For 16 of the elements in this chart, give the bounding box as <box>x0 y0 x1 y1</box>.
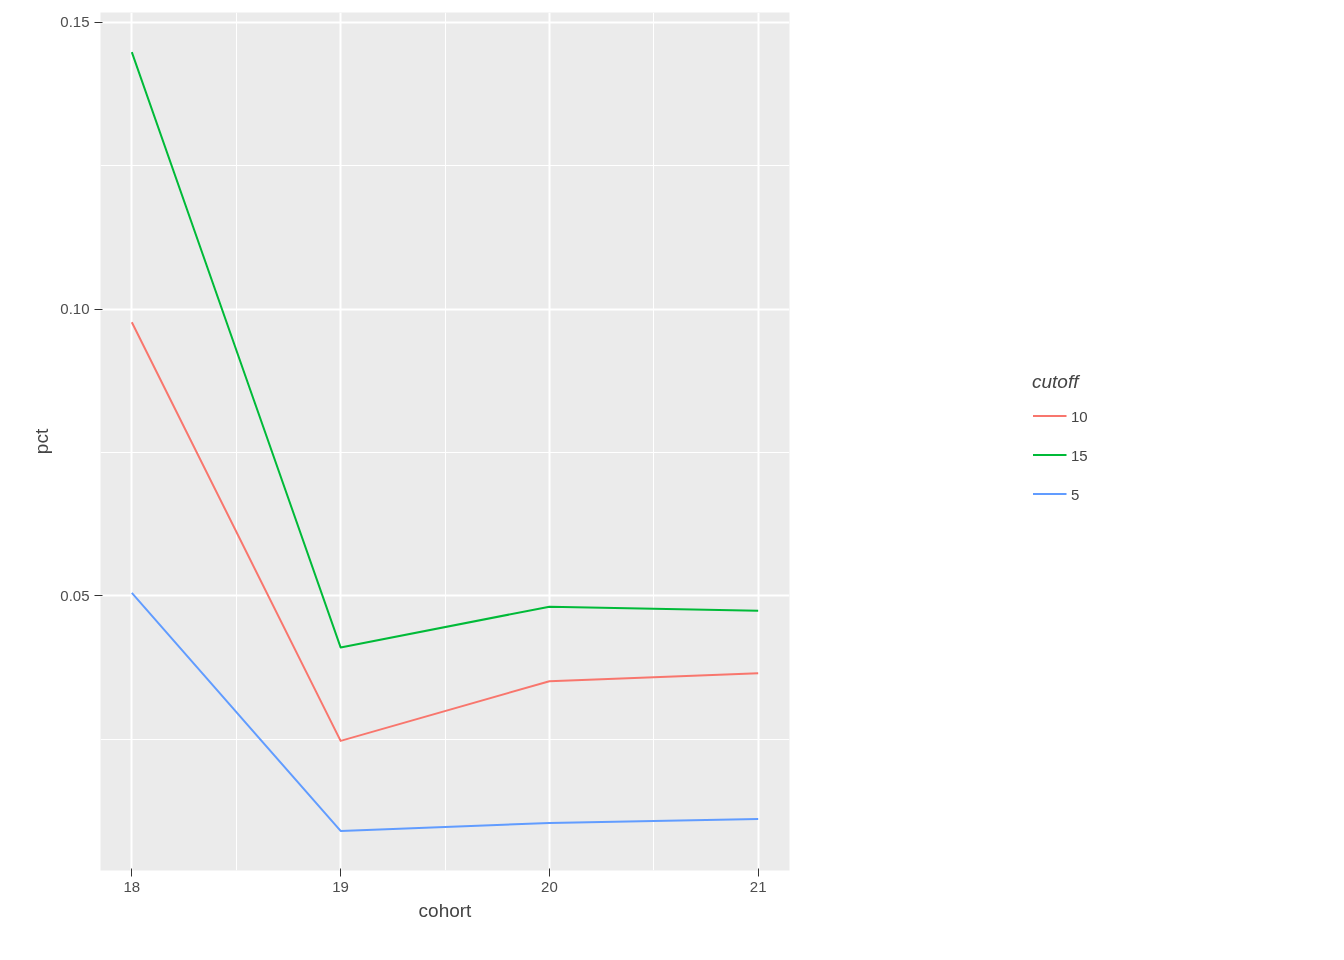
line-series <box>130 51 760 649</box>
y-tick-label: 0.05 <box>60 586 90 604</box>
x-tick-label: 19 <box>332 877 349 895</box>
legend-label: 15 <box>1071 446 1089 463</box>
y-tick-label: 0.10 <box>60 300 90 318</box>
legend-label: 10 <box>1071 407 1089 424</box>
y-tick-label: 0.15 <box>60 13 90 31</box>
line-series <box>130 321 760 742</box>
x-tick-label: 21 <box>749 877 767 895</box>
legend-label: 5 <box>1071 485 1081 502</box>
legend-title: cutoff <box>1032 370 1081 393</box>
x-axis-title: cohort <box>418 899 473 921</box>
y-axis-title: pct <box>31 428 53 455</box>
x-tick-label: 18 <box>123 877 141 895</box>
line-series <box>130 591 760 832</box>
x-tick-label: 20 <box>541 877 558 895</box>
